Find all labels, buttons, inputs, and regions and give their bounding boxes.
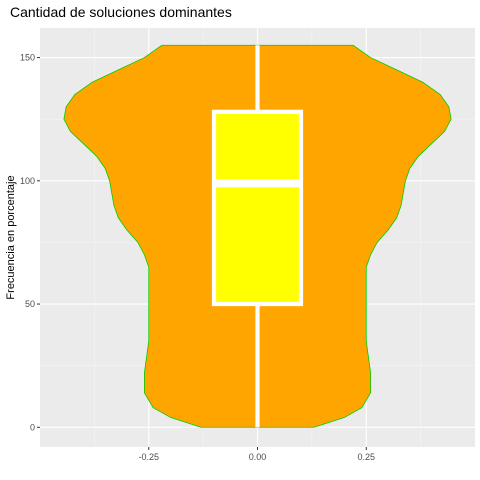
y-tick-label: 100 (20, 176, 35, 186)
x-tick-label: -0.25 (138, 452, 159, 462)
y-axis: 0 50 100 150 (20, 53, 40, 432)
y-axis-label: Frecuencia en porcentaje (5, 175, 17, 299)
boxplot-layer (211, 45, 304, 428)
x-tick-label: 0.25 (357, 452, 375, 462)
x-axis: -0.25 0.00 0.25 (138, 447, 375, 462)
chart-title: Cantidad de soluciones dominantes (10, 4, 232, 20)
y-tick-label: 50 (25, 299, 35, 309)
box-iqr (211, 109, 304, 307)
y-tick-label: 0 (30, 422, 35, 432)
y-tick-label: 150 (20, 53, 35, 63)
x-tick-label: 0.00 (249, 452, 267, 462)
